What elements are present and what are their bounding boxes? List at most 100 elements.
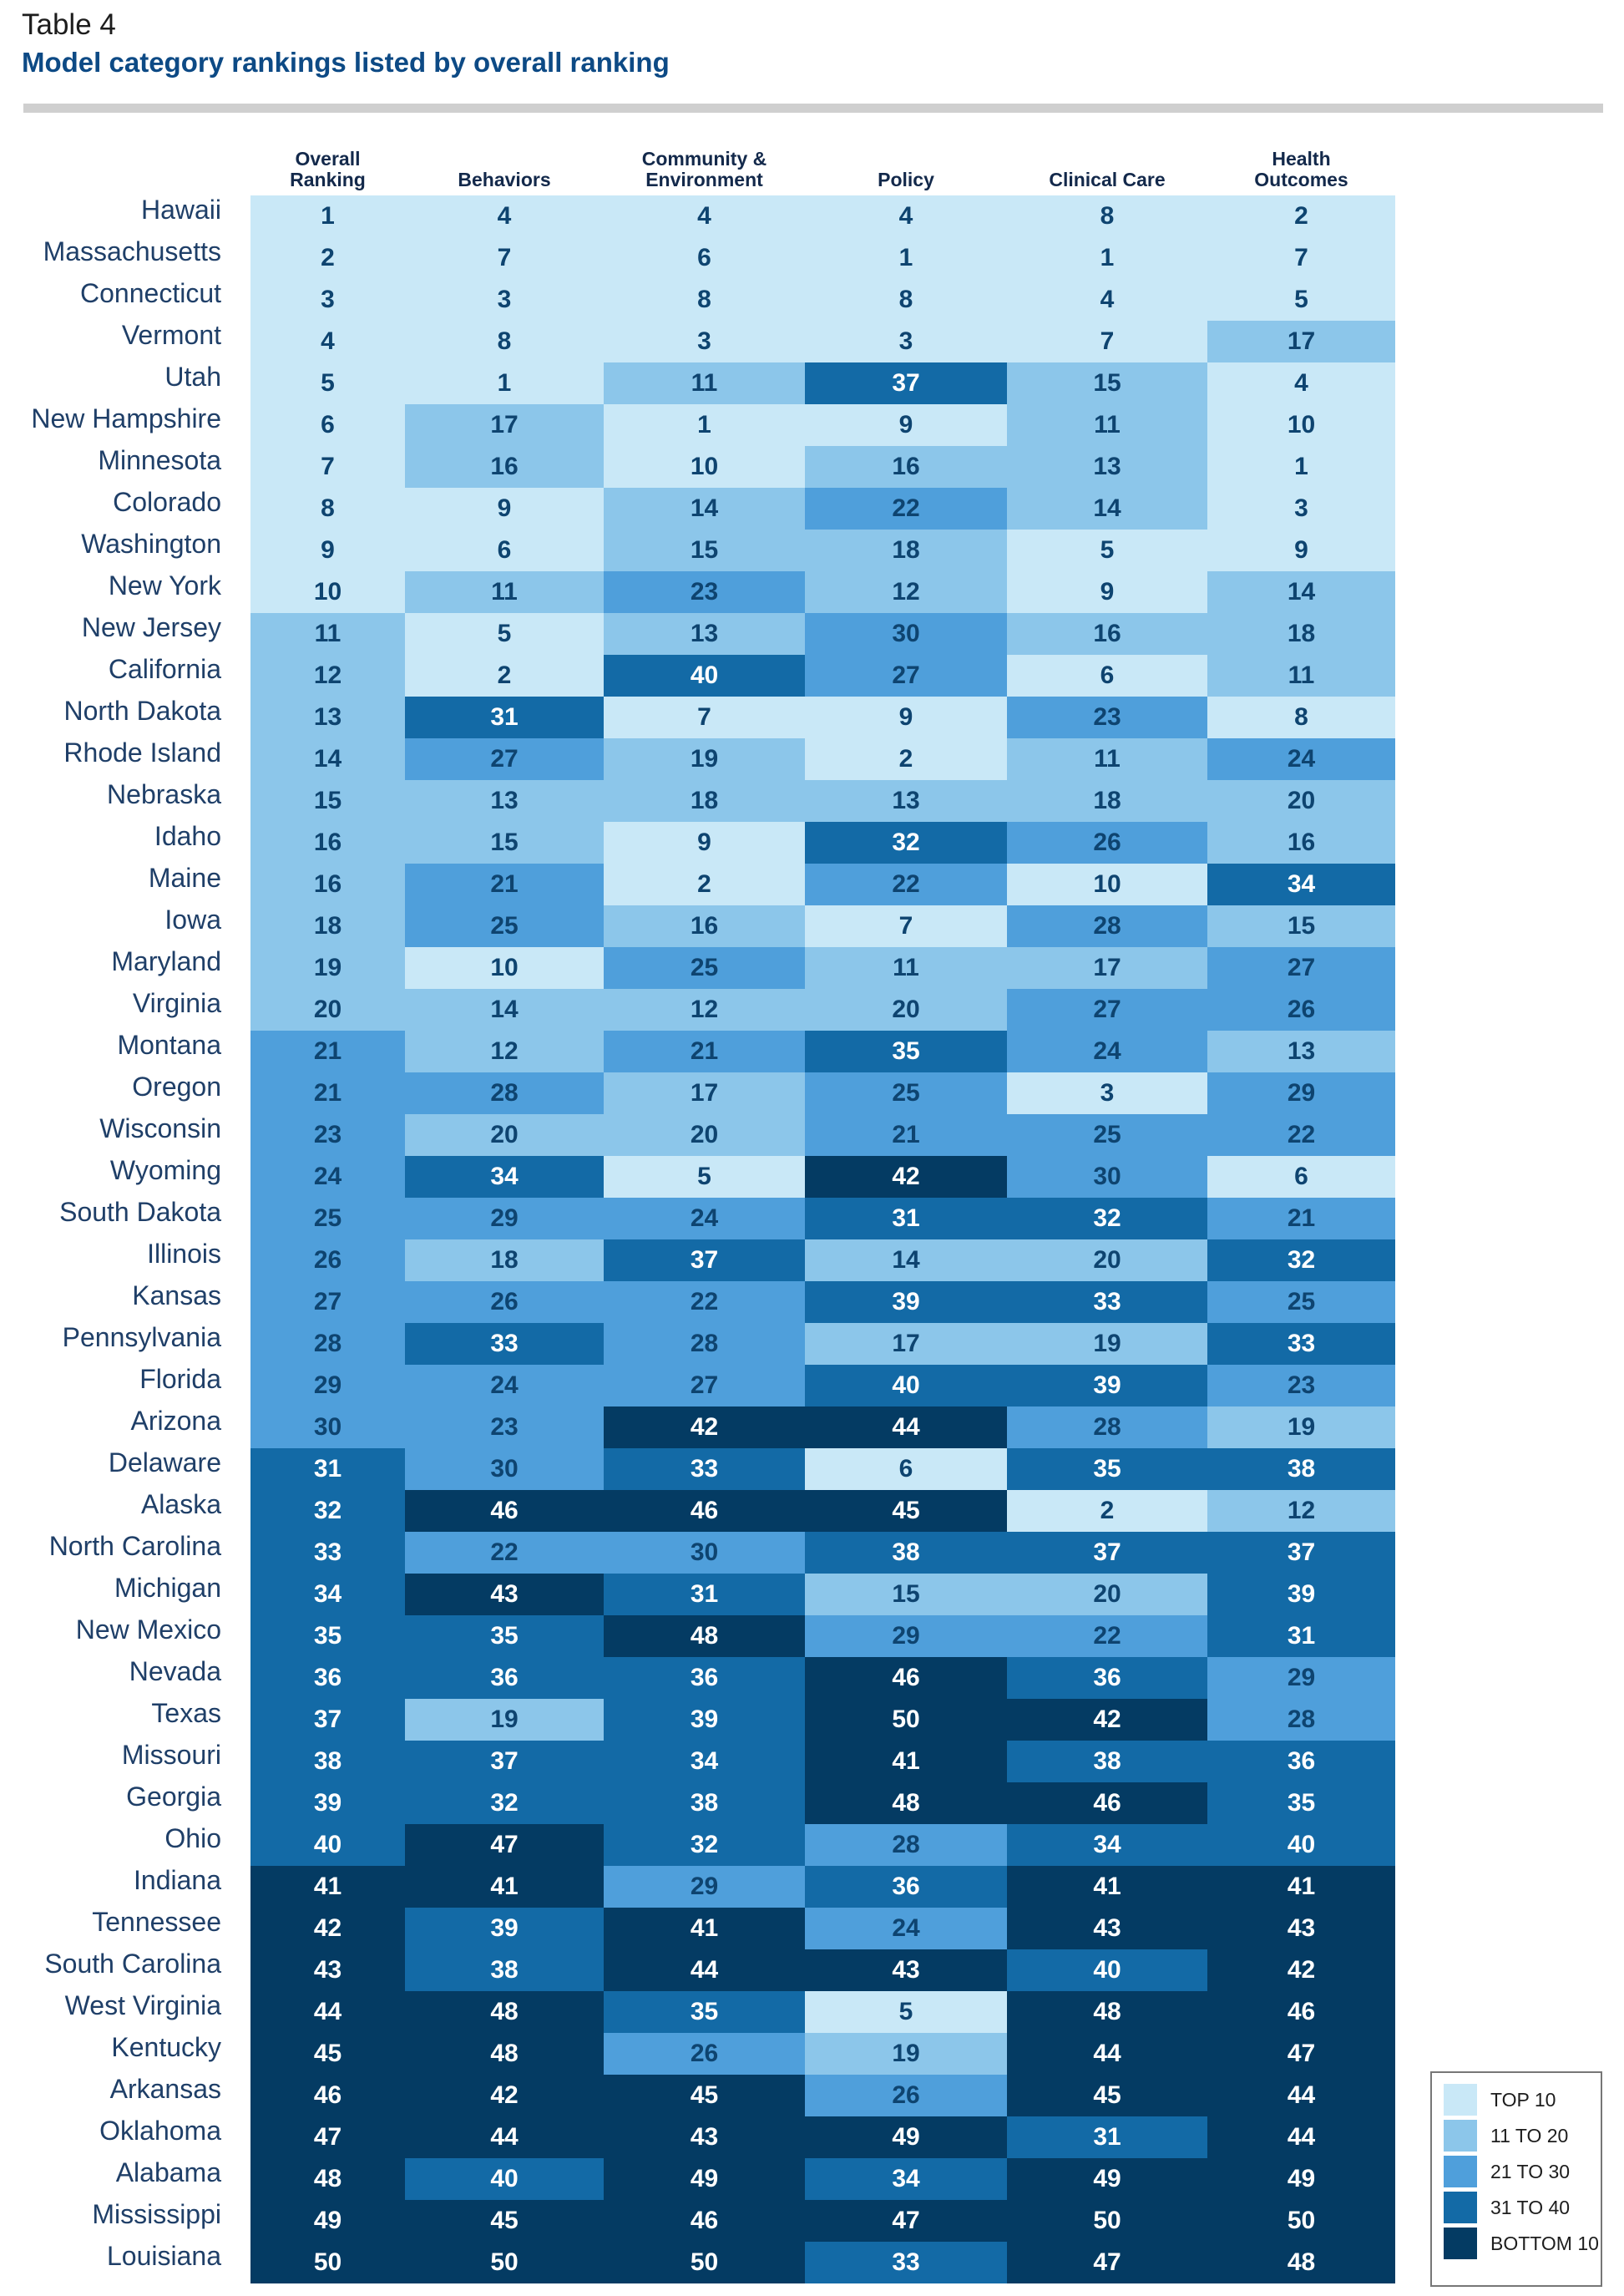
- rank-cell: 8: [1207, 697, 1395, 738]
- rank-cell: 36: [250, 1657, 405, 1699]
- rank-cell: 43: [805, 1949, 1007, 1991]
- rank-cell: 28: [1207, 1699, 1395, 1741]
- rank-cell: 1: [250, 195, 405, 237]
- rank-cell: 20: [604, 1114, 805, 1156]
- legend-item-top-10: TOP 10: [1444, 2083, 1556, 2116]
- rank-cell: 19: [1007, 1323, 1207, 1365]
- rank-cell: 10: [250, 571, 405, 613]
- rank-cell: 36: [805, 1866, 1007, 1908]
- rank-cell: 28: [805, 1824, 1007, 1866]
- rank-cell: 7: [604, 697, 805, 738]
- rank-cell: 31: [805, 1198, 1007, 1239]
- rank-cell: 29: [1207, 1657, 1395, 1699]
- rank-cell: 13: [1007, 446, 1207, 488]
- rank-cell: 25: [1007, 1114, 1207, 1156]
- rank-cell: 25: [405, 905, 604, 947]
- state-label: Nebraska: [107, 779, 221, 809]
- rank-cell: 11: [1207, 655, 1395, 697]
- rank-cell: 49: [604, 2158, 805, 2200]
- legend-item-21-to-30: 21 TO 30: [1444, 2155, 1570, 2188]
- rank-cell: 31: [250, 1448, 405, 1490]
- rank-cell: 42: [1207, 1949, 1395, 1991]
- state-label: Oregon: [132, 1072, 221, 1102]
- rank-cell: 26: [604, 2033, 805, 2075]
- state-label: Montana: [117, 1030, 221, 1060]
- state-label: Louisiana: [107, 2241, 221, 2271]
- rank-cell: 28: [604, 1323, 805, 1365]
- state-label: South Dakota: [59, 1197, 221, 1227]
- rank-cell: 25: [604, 947, 805, 989]
- rank-cell: 2: [805, 738, 1007, 780]
- rank-cell: 29: [805, 1615, 1007, 1657]
- rank-cell: 28: [1007, 1406, 1207, 1448]
- rank-cell: 15: [250, 780, 405, 822]
- rank-cell: 11: [604, 362, 805, 404]
- rank-cell: 39: [1207, 1574, 1395, 1615]
- rank-cell: 11: [1007, 404, 1207, 446]
- rank-cell: 25: [250, 1198, 405, 1239]
- swatch-11-to-20: [1444, 2120, 1477, 2152]
- rank-cell: 27: [1007, 989, 1207, 1031]
- state-label: Maine: [148, 863, 221, 893]
- rank-cell: 40: [805, 1365, 1007, 1406]
- rank-cell: 37: [805, 362, 1007, 404]
- rank-cell: 26: [1207, 989, 1395, 1031]
- rank-cell: 15: [604, 530, 805, 571]
- rank-cell: 7: [405, 237, 604, 279]
- rank-cell: 22: [805, 864, 1007, 905]
- rank-cell: 19: [1207, 1406, 1395, 1448]
- column-header: Behaviors: [458, 169, 551, 190]
- rank-cell: 9: [805, 697, 1007, 738]
- rank-cell: 33: [1207, 1323, 1395, 1365]
- rank-cell: 5: [1207, 279, 1395, 321]
- rank-cell: 42: [1007, 1699, 1207, 1741]
- rank-cell: 3: [1007, 1072, 1207, 1114]
- rank-cell: 22: [405, 1532, 604, 1574]
- rank-cell: 28: [405, 1072, 604, 1114]
- rank-cell: 1: [405, 362, 604, 404]
- rank-cell: 15: [805, 1574, 1007, 1615]
- rank-cell: 41: [1007, 1866, 1207, 1908]
- rank-cell: 45: [1007, 2075, 1207, 2116]
- rank-cell: 5: [405, 613, 604, 655]
- rank-cell: 8: [1007, 195, 1207, 237]
- rank-cell: 38: [250, 1741, 405, 1782]
- rank-cell: 27: [405, 738, 604, 780]
- rank-cell: 32: [405, 1782, 604, 1824]
- rank-cell: 16: [1207, 822, 1395, 864]
- rank-cell: 35: [604, 1991, 805, 2033]
- rank-cell: 27: [604, 1365, 805, 1406]
- rank-cell: 5: [1007, 530, 1207, 571]
- state-label: Connecticut: [80, 278, 221, 308]
- rank-cell: 23: [405, 1406, 604, 1448]
- state-label: North Carolina: [48, 1531, 221, 1561]
- swatch-31-to-40: [1444, 2192, 1477, 2223]
- rank-cell: 50: [250, 2242, 405, 2283]
- state-label: Kansas: [132, 1280, 221, 1310]
- rank-cell: 34: [250, 1574, 405, 1615]
- rank-cell: 40: [1207, 1824, 1395, 1866]
- rank-cell: 18: [405, 1239, 604, 1281]
- rank-cell: 2: [1207, 195, 1395, 237]
- rank-cell: 48: [405, 2033, 604, 2075]
- rank-cell: 43: [250, 1949, 405, 1991]
- rank-cell: 50: [405, 2242, 604, 2283]
- state-label: West Virginia: [64, 1990, 221, 2020]
- state-label: Nevada: [129, 1656, 221, 1686]
- rank-cell: 18: [1207, 613, 1395, 655]
- rank-cell: 8: [250, 488, 405, 530]
- state-label: Iowa: [164, 905, 221, 935]
- rank-cell: 2: [250, 237, 405, 279]
- rank-cell: 22: [1207, 1114, 1395, 1156]
- state-label: Kentucky: [111, 2032, 221, 2062]
- rank-cell: 37: [405, 1741, 604, 1782]
- rank-cell: 39: [805, 1281, 1007, 1323]
- rank-cell: 2: [405, 655, 604, 697]
- rank-cell: 10: [604, 446, 805, 488]
- rank-cell: 30: [250, 1406, 405, 1448]
- rank-cell: 34: [1207, 864, 1395, 905]
- rank-cell: 12: [1207, 1490, 1395, 1532]
- rank-cell: 16: [250, 822, 405, 864]
- rank-cell: 31: [1207, 1615, 1395, 1657]
- rank-cell: 14: [1007, 488, 1207, 530]
